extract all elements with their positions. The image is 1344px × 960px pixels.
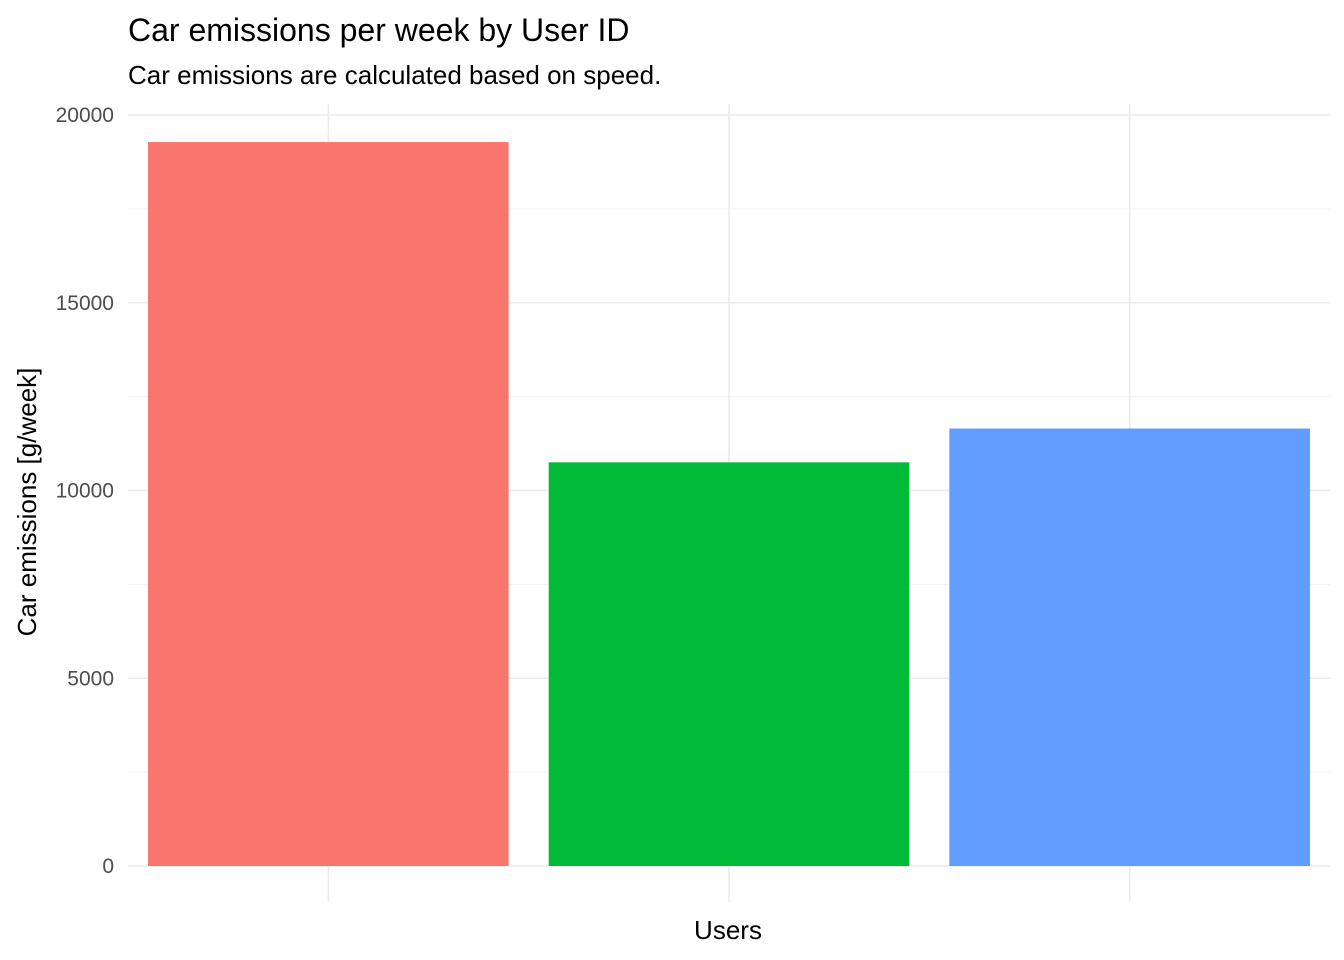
y-axis-title: Car emissions [g/week] [12,368,42,637]
y-axis-ticks: 0 5000 10000 15000 20000 [56,104,114,878]
bars [148,142,1310,866]
y-tick-label: 0 [102,855,114,878]
chart-subtitle: Car emissions are calculated based on sp… [128,60,661,90]
y-tick-label: 15000 [56,292,114,315]
bar-3 [949,428,1310,866]
chart-title: Car emissions per week by User ID [128,12,629,48]
y-tick-label: 10000 [56,480,114,503]
bar-1 [148,142,509,866]
y-tick-label: 20000 [56,104,114,127]
y-tick-label: 5000 [67,667,114,690]
x-axis-title: Users [694,915,762,945]
bar-2 [548,462,910,866]
